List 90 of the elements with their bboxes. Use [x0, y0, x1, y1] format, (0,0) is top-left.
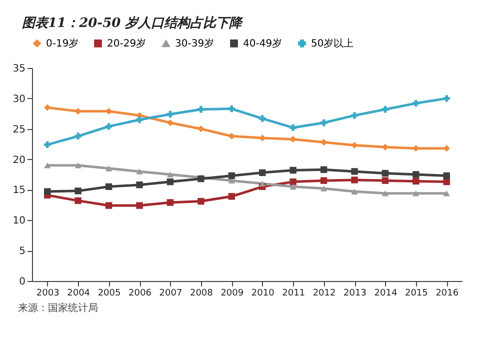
- x-tick-label: 2005: [98, 288, 121, 298]
- point: [290, 184, 296, 190]
- y-tick-label: 0: [19, 276, 26, 288]
- point: [44, 188, 51, 195]
- point: [290, 166, 296, 174]
- point: [166, 119, 174, 126]
- point: [228, 105, 235, 112]
- point: [259, 169, 266, 176]
- y-tick-label: 35: [12, 64, 26, 74]
- point: [259, 134, 266, 142]
- x-tick-label: 2011: [282, 288, 306, 298]
- legend-label: 40-49岁: [243, 37, 282, 50]
- point: [443, 95, 450, 102]
- point: [198, 198, 204, 205]
- point: [44, 141, 51, 148]
- point: [74, 108, 82, 115]
- point: [136, 168, 143, 174]
- point: [74, 197, 82, 204]
- legend-label: 20-29岁: [107, 37, 146, 50]
- point: [443, 190, 450, 196]
- point: [198, 106, 204, 113]
- point: [412, 190, 420, 196]
- point: [412, 144, 420, 152]
- point: [320, 138, 328, 146]
- x-tick-label: 2004: [67, 288, 90, 298]
- point: [105, 123, 112, 130]
- x-tick-label: 2006: [128, 288, 152, 298]
- point: [44, 104, 51, 111]
- point: [382, 106, 389, 113]
- x-tick-label: 2003: [36, 288, 60, 298]
- point: [320, 119, 328, 126]
- point: [105, 166, 112, 172]
- point: [290, 136, 296, 143]
- point: [351, 112, 358, 119]
- x-tick-label: 2007: [159, 288, 182, 298]
- x-tick-label: 2016: [436, 288, 459, 298]
- point: [443, 172, 450, 180]
- y-tick-label: 15: [12, 185, 26, 196]
- point: [228, 172, 235, 180]
- x-tick-label: 2008: [190, 288, 214, 298]
- point: [166, 178, 174, 186]
- legend-label: 50岁以上: [311, 37, 354, 50]
- point: [412, 178, 420, 185]
- point: [320, 166, 328, 173]
- x-tick-label: 2015: [404, 288, 428, 298]
- point: [320, 177, 328, 184]
- point: [105, 202, 112, 209]
- point: [351, 168, 358, 175]
- point: [443, 144, 450, 152]
- point: [259, 180, 266, 187]
- x-tick-label: 2012: [312, 288, 336, 298]
- point: [74, 162, 82, 168]
- point: [228, 193, 235, 200]
- point: [166, 110, 174, 118]
- point: [412, 100, 420, 107]
- point: [290, 178, 296, 186]
- legend-label: 0-19岁: [46, 37, 79, 50]
- point: [382, 177, 389, 184]
- point: [198, 126, 204, 132]
- y-tick-label: 10: [12, 216, 26, 227]
- point: [320, 186, 328, 192]
- point: [44, 162, 51, 168]
- chart-title: 图表11：20-50 岁人口结构占比下降: [21, 15, 244, 33]
- point: [351, 188, 358, 194]
- y-tick-label: 5: [19, 246, 26, 258]
- legend-label: 30-39岁: [175, 38, 214, 50]
- point: [351, 142, 358, 149]
- point: [259, 115, 266, 122]
- point: [136, 116, 143, 124]
- point: [351, 176, 358, 184]
- point: [74, 132, 82, 140]
- point: [166, 199, 174, 206]
- point: [74, 188, 82, 194]
- point: [290, 124, 296, 131]
- x-tick-label: 2014: [374, 288, 398, 298]
- x-tick-label: 2009: [220, 288, 244, 298]
- point: [382, 190, 389, 196]
- point: [166, 172, 174, 178]
- point: [382, 170, 389, 177]
- x-tick-label: 2013: [344, 288, 366, 298]
- y-tick-label: 20: [12, 154, 26, 166]
- point: [136, 181, 143, 188]
- point: [228, 132, 235, 140]
- x-tick-label: 2010: [251, 288, 275, 298]
- y-tick-label: 30: [12, 94, 26, 105]
- point: [136, 202, 143, 209]
- y-tick-label: 25: [12, 124, 26, 136]
- source-note: 来源：国家统计局: [17, 302, 99, 315]
- point: [412, 171, 420, 178]
- point: [105, 183, 112, 190]
